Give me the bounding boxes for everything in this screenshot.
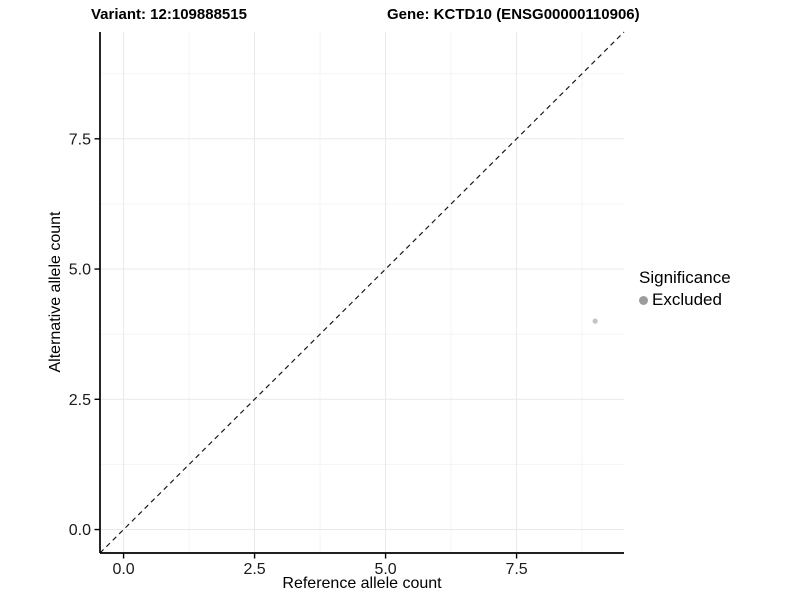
y-tick-label: 7.5 bbox=[69, 131, 91, 148]
legend-entry-label: Excluded bbox=[652, 290, 722, 309]
variant-title: Variant: 12:109888515 bbox=[91, 6, 247, 23]
x-axis-title: Reference allele count bbox=[282, 575, 442, 592]
identity-line bbox=[99, 31, 625, 554]
x-tick-label: 7.5 bbox=[505, 561, 527, 578]
legend-title: Significance bbox=[639, 268, 731, 287]
y-axis-title: Alternative allele count bbox=[47, 211, 64, 373]
x-tick-label: 0.0 bbox=[112, 561, 134, 578]
y-tick-label: 0.0 bbox=[69, 522, 91, 539]
y-tick-label: 5.0 bbox=[69, 262, 91, 279]
legend: Significance Excluded bbox=[639, 268, 731, 309]
x-tick-label: 2.5 bbox=[243, 561, 265, 578]
gene-title: Gene: KCTD10 (ENSG00000110906) bbox=[387, 6, 640, 23]
x-tick-label: 5.0 bbox=[374, 561, 396, 578]
y-tick-label: 2.5 bbox=[69, 392, 91, 409]
legend-entry-excluded: Excluded bbox=[639, 291, 731, 309]
data-point bbox=[592, 318, 598, 324]
legend-key-point-icon bbox=[639, 295, 648, 305]
